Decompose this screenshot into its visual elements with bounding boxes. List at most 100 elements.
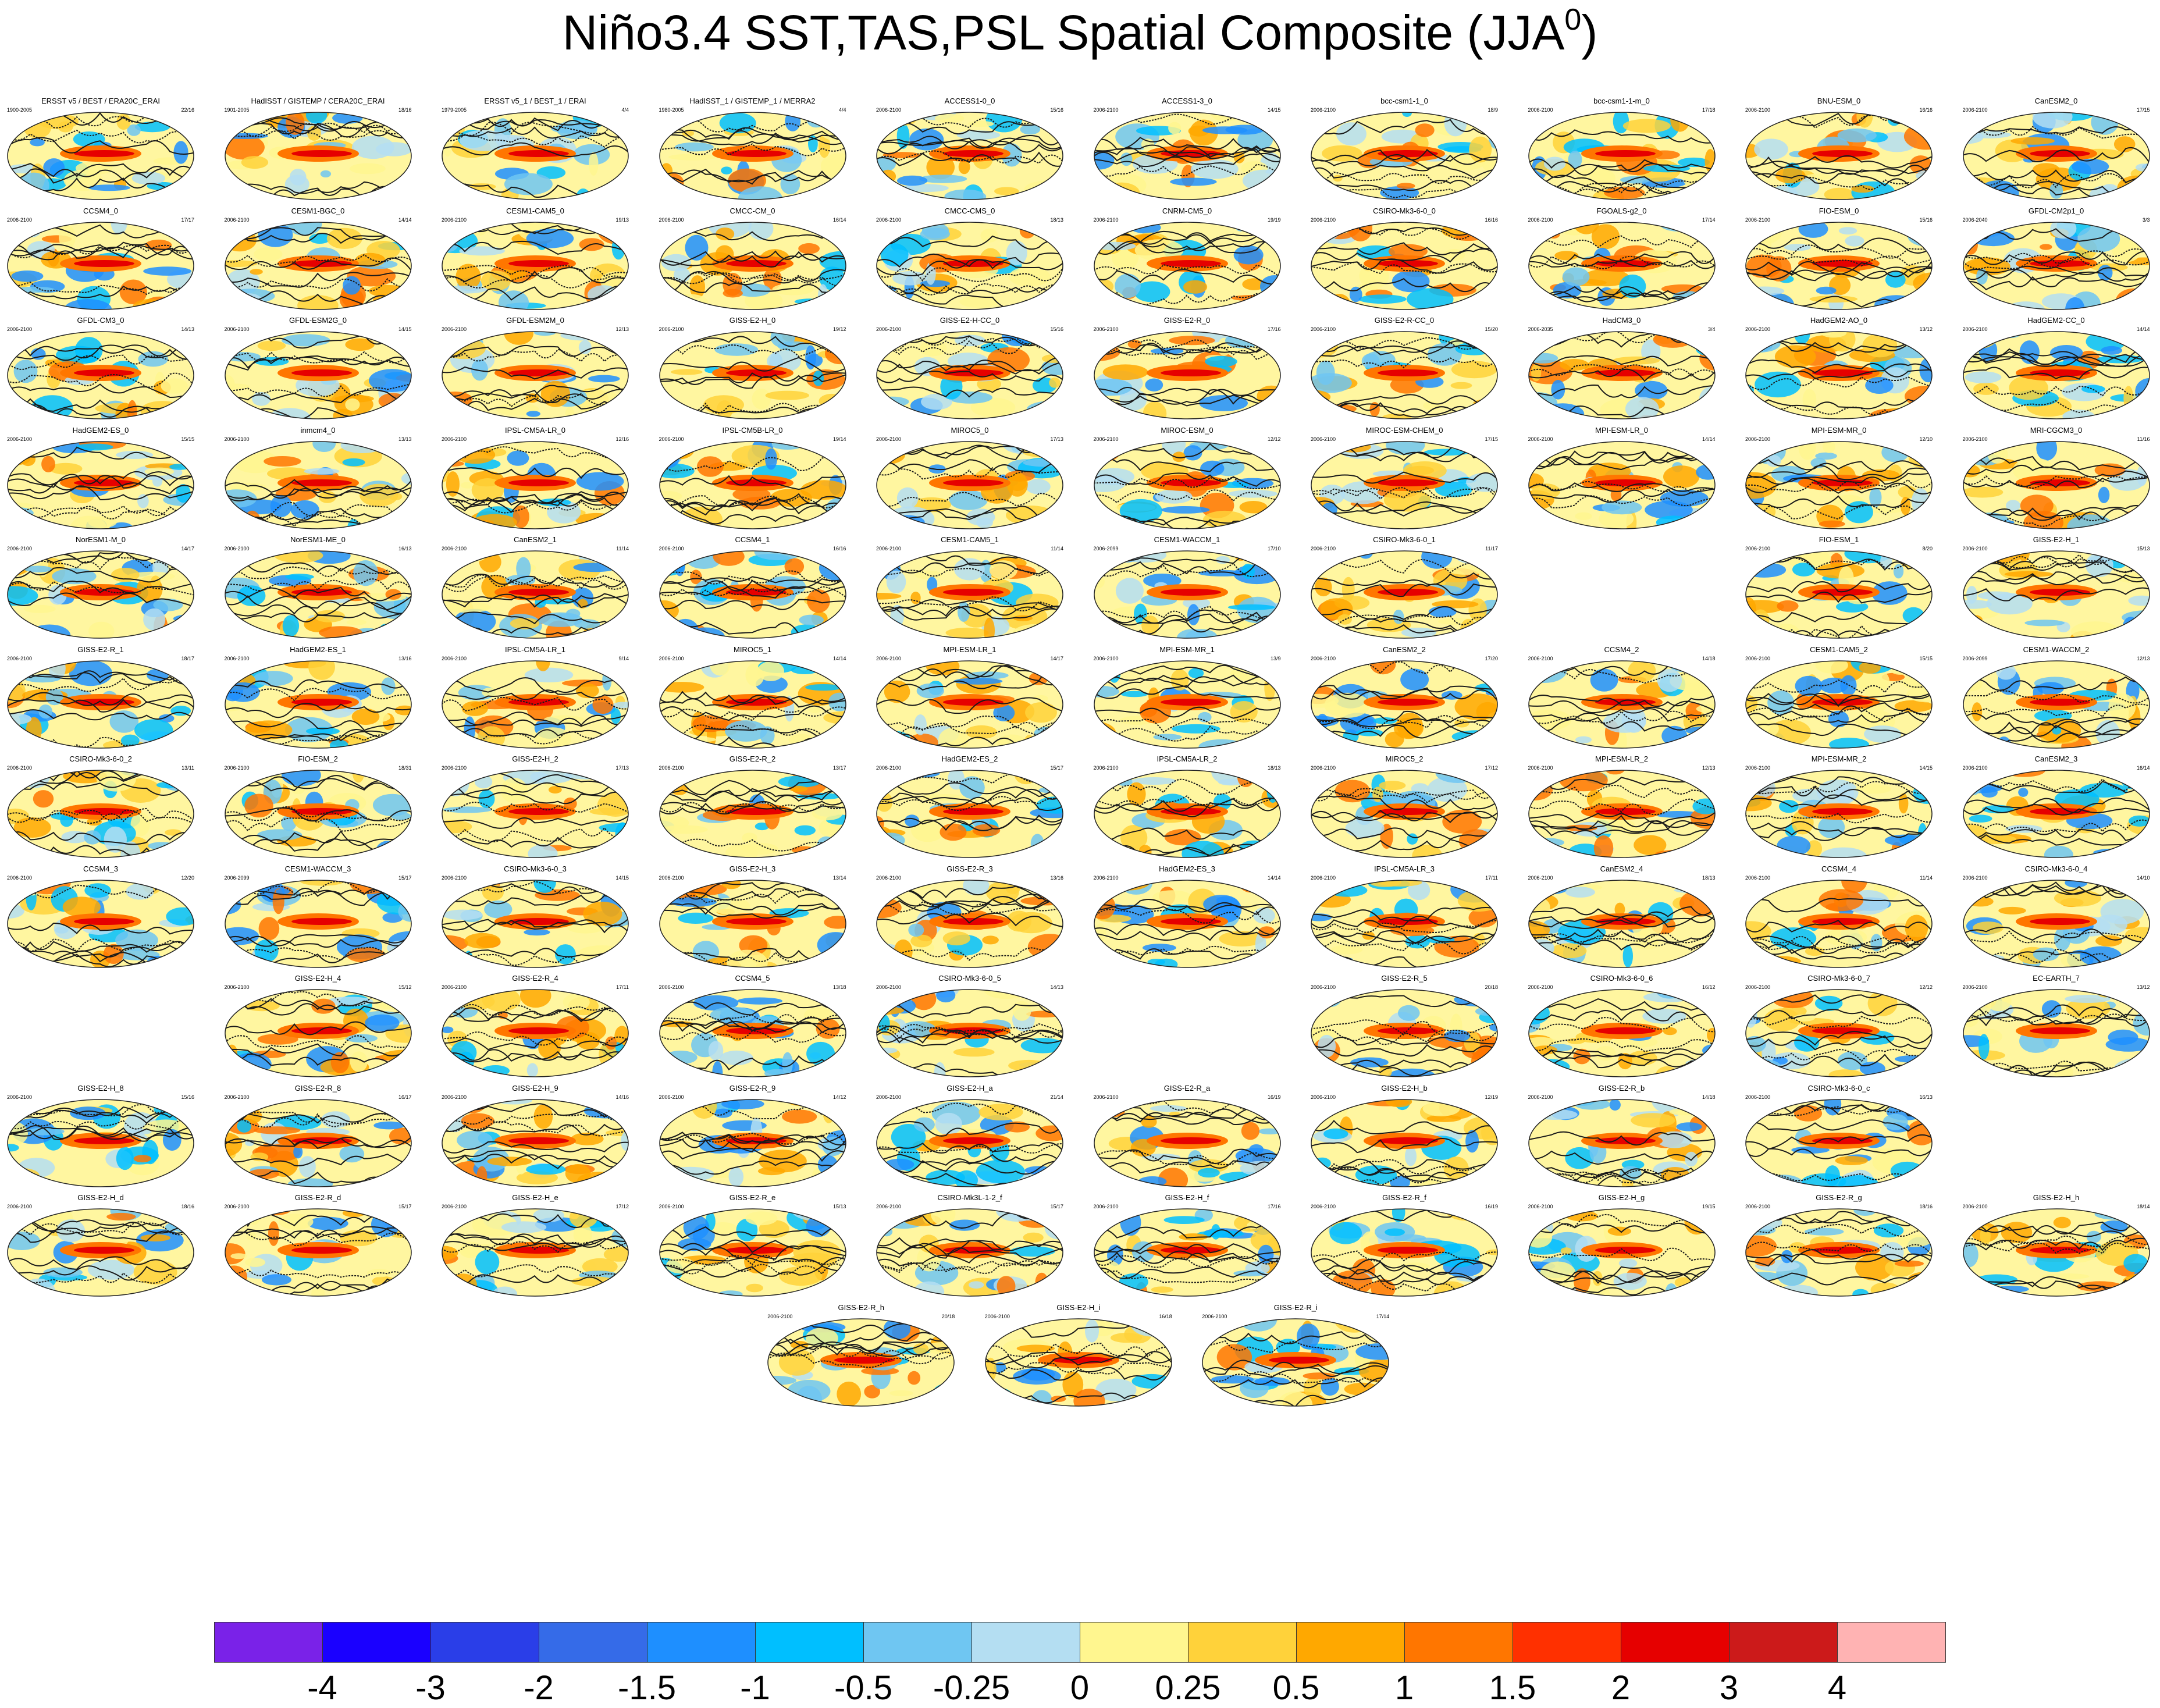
panel-count: 11/17 (1485, 546, 1498, 551)
panel-count: 14/14 (1702, 436, 1716, 442)
world-map (1962, 660, 2150, 749)
panel-years: 2006-2100 (1528, 984, 1553, 990)
map-panel: BNU-ESM_0 2006-2100 16/16 (1743, 97, 1935, 201)
panel-title: CESM1-CAM5_1 (941, 535, 999, 544)
panel-title: MPI-ESM-LR_2 (1595, 755, 1649, 763)
panel-years: 2006-2100 (1311, 546, 1336, 551)
panel-count: 14/14 (1267, 874, 1281, 881)
map-panel: CSIRO-Mk3-6-0_4 2006-2100 14/10 (1960, 864, 2152, 969)
panel-title: CCSM4_2 (1604, 645, 1639, 654)
map-panel: GISS-E2-R_a 2006-2100 16/19 (1091, 1084, 1283, 1189)
panel-count: 12/20 (181, 874, 194, 881)
world-map (1962, 879, 2150, 968)
panel-years: 2006-2100 (7, 874, 33, 881)
world-map (876, 660, 1063, 749)
world-map (659, 221, 846, 310)
world-map (1311, 112, 1498, 200)
world-map (7, 440, 194, 529)
map-panel: CSIRO-Mk3-6-0_5 2006-2100 14/13 (874, 974, 1066, 1079)
panel-years: 1979-2005 (442, 107, 467, 113)
world-map (1528, 879, 1716, 968)
panel-count: 16/16 (1485, 216, 1498, 223)
panel-count: 22/16 (181, 107, 194, 113)
colorbar-box (214, 1622, 323, 1663)
colorbar-tick-label: 4 (1827, 1669, 1847, 1707)
panel-title: bcc-csm1-1-m_0 (1593, 97, 1650, 105)
world-map (1311, 770, 1498, 858)
map-panel: GISS-E2-R_d 2006-2100 15/17 (222, 1193, 414, 1298)
panel-count: 21/14 (1050, 1094, 1063, 1100)
panel-years: 2006-2100 (7, 436, 33, 442)
map-panel: GISS-E2-H_f 2006-2100 17/16 (1091, 1193, 1283, 1298)
map-panel: GISS-E2-H_4 2006-2100 15/12 (222, 974, 414, 1079)
panel-title: ERSST v5 / BEST / ERA20C_ERAI (41, 97, 160, 105)
panel-title: CSIRO-Mk3-6-0_c (1807, 1083, 1870, 1093)
world-map (1745, 440, 1933, 529)
world-map (659, 440, 846, 529)
title-text: Niño3.4 SST,TAS,PSL Spatial Composite (J… (562, 5, 1565, 60)
panel-title: GFDL-ESM2G_0 (289, 316, 347, 325)
panel-years: 2006-2040 (1962, 216, 1988, 223)
panel-count: 15/17 (398, 1204, 412, 1209)
world-map (1093, 550, 1281, 639)
panel-years: 2006-2100 (876, 1094, 902, 1100)
panel-years: 2006-2100 (1528, 874, 1553, 881)
panel-title: FGOALS-g2_0 (1596, 206, 1647, 215)
panel-count: 15/15 (1919, 655, 1933, 661)
map-panel: GFDL-CM2p1_0 2006-2040 3/3 (1960, 207, 2152, 311)
world-map (1962, 770, 2150, 858)
panel-years: 2006-2100 (1093, 1204, 1119, 1209)
panel-count: 18/14 (2136, 1204, 2150, 1209)
world-map (1745, 550, 1933, 639)
panel-count: 14/16 (615, 1094, 629, 1100)
panel-years: 2006-2100 (1962, 874, 1988, 881)
world-map (659, 879, 846, 968)
panel-years: 2006-2100 (1528, 1094, 1553, 1100)
world-map (1745, 221, 1933, 310)
map-panel: CSIRO-Mk3-6-0_3 2006-2100 14/15 (439, 864, 631, 969)
map-panel: HadISST_1 / GISTEMP_1 / MERRA2 1980-2005 4… (657, 97, 849, 201)
colorbar-tick-label: -4 (307, 1669, 337, 1707)
panel-years: 2006-2100 (659, 655, 684, 661)
panel-years: 2006-2100 (224, 546, 250, 551)
map-panel: GISS-E2-H_b 2006-2100 12/19 (1308, 1084, 1500, 1189)
world-map (7, 112, 194, 200)
world-map (876, 1098, 1063, 1187)
panel-title: CESM1-WACCM_1 (1154, 535, 1220, 544)
map-panel: CESM1-CAM5_1 2006-2100 11/14 (874, 535, 1066, 640)
panel-count: 15/17 (398, 874, 412, 881)
world-map (876, 331, 1063, 419)
map-panel: CCSM4_5 2006-2100 13/18 (657, 974, 849, 1079)
panel-years: 2006-2100 (7, 546, 33, 551)
colorbar-tick-label: -0.5 (834, 1669, 892, 1707)
panel-years: 2006-2100 (876, 546, 902, 551)
world-map (659, 331, 846, 419)
map-panel: GISS-E2-R_3 2006-2100 13/16 (874, 864, 1066, 969)
panel-title: GISS-E2-H_h (2033, 1193, 2080, 1202)
panel-title: CanESM2_2 (1383, 645, 1426, 654)
panel-count: 12/13 (1702, 765, 1716, 771)
panel-count: 16/16 (1919, 107, 1933, 113)
panel-count: 13/11 (182, 765, 194, 771)
panel-years: 2006-2100 (659, 546, 684, 551)
panel-count: 17/15 (1485, 436, 1498, 442)
world-map (1528, 331, 1716, 419)
panel-title: GFDL-ESM2M_0 (506, 316, 564, 325)
world-map (7, 550, 194, 639)
panel-count: 14/14 (398, 216, 412, 223)
panel-count: 16/19 (1485, 1204, 1498, 1209)
panel-count: 3/3 (2142, 216, 2150, 223)
world-map (876, 221, 1063, 310)
panel-title: MPI-ESM-MR_1 (1159, 645, 1215, 654)
panel-title: GISS-E2-R-CC_0 (1374, 316, 1435, 325)
panel-title: BNU-ESM_0 (1817, 97, 1861, 105)
panel-years: 2006-2100 (984, 1313, 1010, 1319)
world-map (876, 1208, 1063, 1297)
world-map (224, 440, 412, 529)
panel-title: CSIRO-Mk3-6-0_5 (938, 974, 1001, 983)
map-panel: CanESM2_4 2006-2100 18/13 (1526, 864, 1718, 969)
world-map (1745, 1208, 1933, 1297)
map-panel: GFDL-ESM2M_0 2006-2100 12/13 (439, 316, 631, 421)
world-map (659, 1208, 846, 1297)
colorbar-box (1188, 1622, 1297, 1663)
